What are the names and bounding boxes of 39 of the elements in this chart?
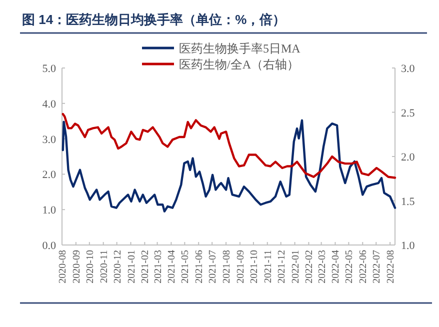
y-tick-label: 1.0 <box>42 204 56 217</box>
x-tick-label: 2022-03 <box>316 250 328 284</box>
x-tick-label: 2021-06 <box>194 250 206 284</box>
x-tick-label: 2021-02 <box>140 250 152 284</box>
legend-label: 医药生物换手率5日MA <box>179 42 301 56</box>
x-tick-label: 2021-08 <box>222 250 233 284</box>
x-tick-label: 2021-03 <box>152 250 164 284</box>
y-tick-label: 3.0 <box>42 134 56 146</box>
y2-tick-label: 1.0 <box>401 240 416 252</box>
x-tick-label: 2021-12 <box>276 250 288 284</box>
x-tick-label: 2022-02 <box>304 250 316 284</box>
x-tick-label: 2020-10 <box>84 250 96 284</box>
x-tick-label: 2021-09 <box>235 250 246 284</box>
chart-title: 图 14：医药生物日均换手率（单位：%，倍） <box>22 12 286 27</box>
x-tick-label: 2021-11 <box>262 250 274 283</box>
x-tick-label: 2020-11 <box>98 250 110 283</box>
x-tick-label: 2021-05 <box>180 250 192 284</box>
x-tick-label: 2022-04 <box>330 250 342 284</box>
x-tick-label: 2021-04 <box>166 250 178 284</box>
y-tick-label: 2.0 <box>42 169 56 182</box>
x-tick-label: 2022-05 <box>344 250 356 284</box>
y2-tick-label: 3.0 <box>401 63 416 75</box>
x-tick-label: 2021-07 <box>208 250 219 284</box>
y2-tick-label: 2.0 <box>401 152 416 164</box>
y2-tick-label: 2.5 <box>401 107 416 120</box>
x-tick-label: 2021-10 <box>248 250 260 284</box>
x-tick-label: 2022-01 <box>290 250 302 284</box>
x-tick-label: 2021-01 <box>126 250 138 284</box>
x-tick-label: 2020-09 <box>71 250 82 284</box>
y-tick-label: 4.0 <box>42 98 56 110</box>
x-tick-label: 2022-07 <box>372 250 383 284</box>
y-tick-label: 0.0 <box>42 240 56 252</box>
x-tick-label: 2022-06 <box>358 250 370 284</box>
legend-label: 医药生物/全A（右轴） <box>179 58 299 72</box>
x-tick-label: 2022-08 <box>386 250 397 284</box>
x-tick-label: 2020-12 <box>112 250 124 284</box>
y-tick-label: 5.0 <box>42 63 56 75</box>
x-tick-label: 2020-08 <box>58 250 68 284</box>
y2-tick-label: 1.5 <box>401 196 416 208</box>
